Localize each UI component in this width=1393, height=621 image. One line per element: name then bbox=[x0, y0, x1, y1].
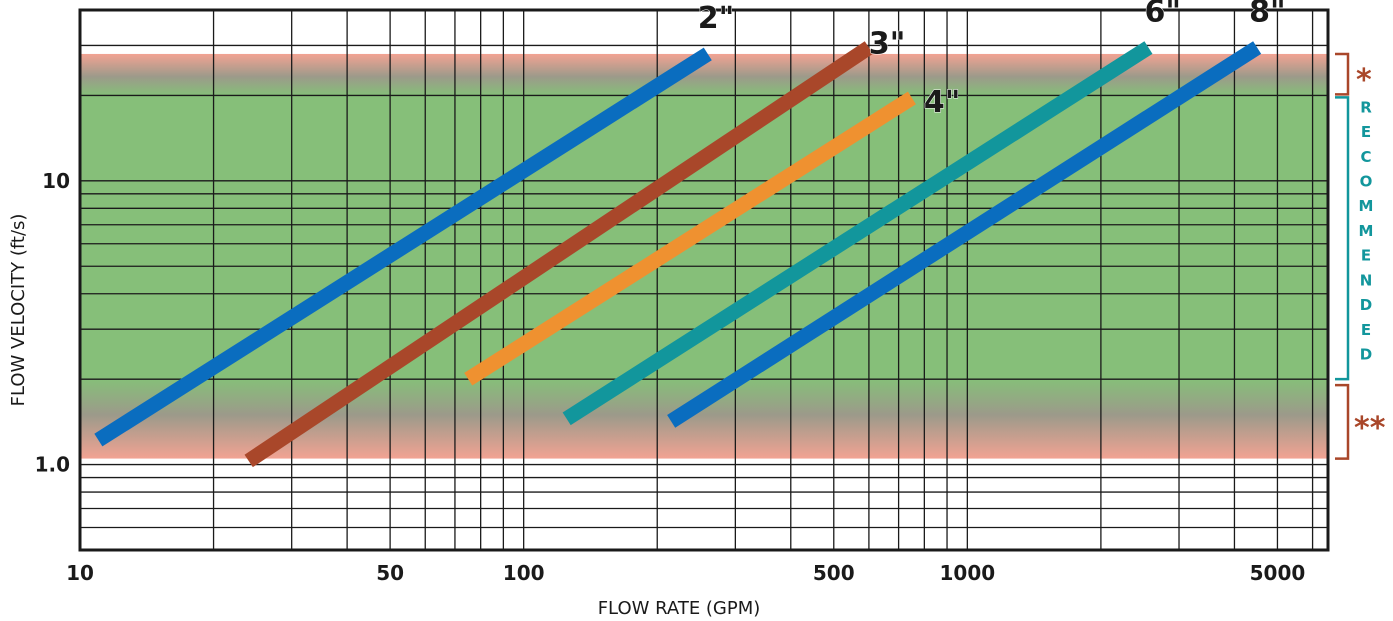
pipe-label-1: 2" bbox=[698, 1, 735, 36]
grid-lines bbox=[80, 10, 1328, 550]
pipe-line-5 bbox=[667, 41, 1262, 428]
band-annotations: ***R E C O M M E N D E D bbox=[1335, 52, 1386, 460]
plot-frame bbox=[78, 8, 1330, 552]
pipe-line-1 bbox=[94, 47, 712, 447]
pipe-line-3 bbox=[464, 91, 916, 386]
x-axis-tick-labels: 10 50 100 500 1000 5000 bbox=[66, 561, 1305, 585]
x-tick-label: 500 bbox=[813, 561, 855, 585]
upper-caution-marker: * bbox=[1356, 63, 1372, 98]
pipe-size-lines bbox=[94, 41, 1262, 468]
recommended-bracket bbox=[1335, 96, 1350, 381]
lower-caution-marker: ** bbox=[1354, 411, 1386, 446]
y-tick-label: 10 bbox=[42, 169, 70, 193]
y-tick-label: 1.0 bbox=[35, 453, 70, 477]
lower-caution-bracket bbox=[1335, 383, 1350, 460]
x-axis-title: FLOW RATE (GPM) bbox=[598, 598, 761, 619]
pipe-label-5: 8" bbox=[1249, 0, 1286, 30]
pipe-label-3: 4" bbox=[924, 85, 961, 120]
pipe-line-2 bbox=[244, 41, 874, 468]
pipe-label-4: 6" bbox=[1144, 0, 1181, 30]
pipe-size-labels: 2" 3" 4" 6" 8" bbox=[697, 0, 1286, 120]
x-tick-label: 100 bbox=[503, 561, 545, 585]
y-axis-title: FLOW VELOCITY (ft/s) bbox=[8, 214, 29, 407]
x-tick-label: 1000 bbox=[940, 561, 996, 585]
x-tick-label: 10 bbox=[66, 561, 94, 585]
pipe-line-4 bbox=[562, 41, 1153, 426]
y-axis-tick-labels: 101.0 bbox=[35, 169, 70, 477]
x-tick-label: 5000 bbox=[1250, 561, 1306, 585]
x-tick-label: 50 bbox=[376, 561, 404, 585]
upper-caution-bracket bbox=[1335, 52, 1350, 96]
pipe-label-2: 3" bbox=[869, 27, 906, 62]
